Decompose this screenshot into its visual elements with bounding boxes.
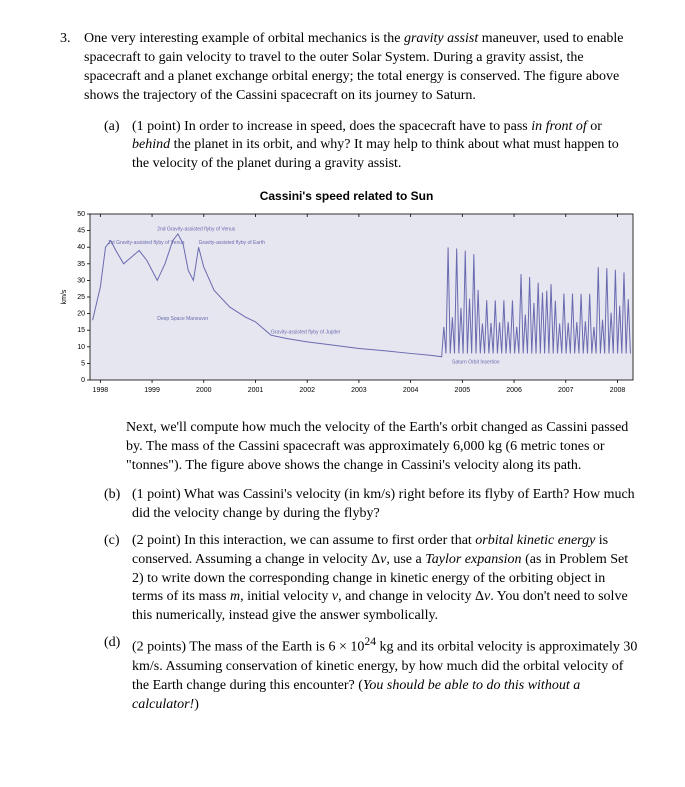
svg-text:1998: 1998 — [93, 387, 109, 394]
svg-text:Deep Space Maneuver: Deep Space Maneuver — [157, 317, 208, 323]
subpart-d: (d) (2 points) The mass of the Earth is … — [104, 634, 639, 714]
svg-text:5: 5 — [81, 361, 85, 368]
svg-text:km/s: km/s — [61, 290, 68, 305]
svg-text:25: 25 — [77, 294, 85, 301]
svg-text:30: 30 — [77, 278, 85, 285]
chart-title: Cassini's speed related to Sun — [54, 188, 639, 204]
svg-text:50: 50 — [77, 211, 85, 218]
svg-text:1st Gravity-assisted flyby of: 1st Gravity-assisted flyby of Venus — [108, 240, 185, 246]
svg-text:2002: 2002 — [299, 387, 315, 394]
subpart-body: (1 point) In order to increase in speed,… — [132, 118, 639, 175]
subparts-bottom: Next, we'll compute how much the velocit… — [84, 419, 639, 714]
svg-text:35: 35 — [77, 261, 85, 268]
svg-text:2006: 2006 — [506, 387, 522, 394]
problem-body: One very interesting example of orbital … — [84, 30, 639, 722]
svg-text:2004: 2004 — [403, 387, 419, 394]
subpart-a: (a) (1 point) In order to increase in sp… — [104, 118, 639, 175]
chart-svg: 0 5 10 15 20 25 30 35 40 45 50 km/s 1998 1999 2000 2001… — [54, 208, 639, 398]
svg-text:Saturn Orbit Insertion: Saturn Orbit Insertion — [452, 360, 500, 366]
subparts-top: (a) (1 point) In order to increase in sp… — [84, 118, 639, 175]
svg-text:2007: 2007 — [558, 387, 574, 394]
svg-text:0: 0 — [81, 377, 85, 384]
svg-text:2003: 2003 — [351, 387, 367, 394]
svg-text:Gravity-assisted flyby of Jupi: Gravity-assisted flyby of Jupiter — [271, 330, 341, 336]
subpart-label: (a) — [104, 118, 126, 175]
subpart-body: (2 points) The mass of the Earth is 6 × … — [132, 634, 639, 714]
subpart-label: (b) — [104, 486, 126, 524]
subpart-label: (d) — [104, 634, 126, 714]
subpart-body: (1 point) What was Cassini's velocity (i… — [132, 486, 639, 524]
svg-text:10: 10 — [77, 344, 85, 351]
mid-text: Next, we'll compute how much the velocit… — [126, 419, 639, 476]
svg-text:2000: 2000 — [196, 387, 212, 394]
cassini-chart: Cassini's speed related to Sun 0 5 10 15 20 2… — [54, 188, 639, 405]
subpart-body: (2 point) In this interaction, we can as… — [132, 532, 639, 626]
svg-text:2nd Gravity-assisted flyby of: 2nd Gravity-assisted flyby of Venus — [157, 227, 236, 233]
subpart-label: (c) — [104, 532, 126, 626]
svg-text:Gravity-assisted flyby of Eart: Gravity-assisted flyby of Earth — [199, 240, 266, 246]
svg-text:40: 40 — [77, 245, 85, 252]
svg-text:20: 20 — [77, 311, 85, 318]
svg-text:2001: 2001 — [248, 387, 264, 394]
svg-text:1999: 1999 — [144, 387, 160, 394]
subpart-c: (c) (2 point) In this interaction, we ca… — [104, 532, 639, 626]
svg-text:15: 15 — [77, 328, 85, 335]
problem-intro: One very interesting example of orbital … — [84, 30, 639, 106]
svg-text:2008: 2008 — [610, 387, 626, 394]
subpart-b: (b) (1 point) What was Cassini's velocit… — [104, 486, 639, 524]
svg-text:2005: 2005 — [455, 387, 471, 394]
svg-text:45: 45 — [77, 228, 85, 235]
